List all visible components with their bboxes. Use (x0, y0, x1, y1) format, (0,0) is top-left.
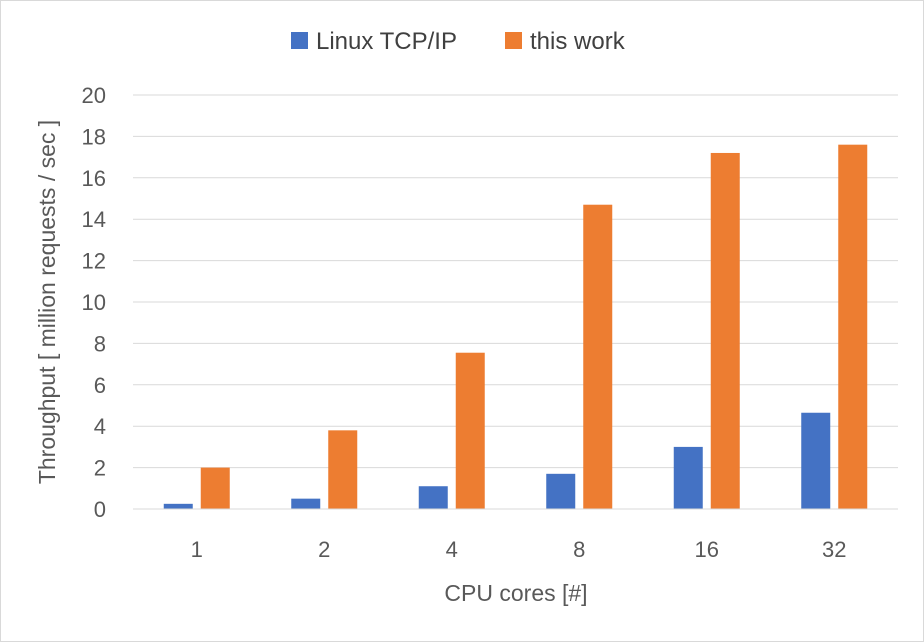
legend-label-this-work: this work (530, 28, 626, 55)
bar-linux-2 (291, 498, 321, 509)
bars (163, 144, 868, 509)
bar-linux-1 (163, 503, 193, 509)
y-tick-label: 12 (82, 249, 106, 274)
legend: Linux TCP/IP this work (291, 28, 626, 55)
y-tick-label: 8 (94, 331, 106, 356)
x-tick-label: 1 (191, 537, 203, 562)
x-tick-label: 2 (318, 537, 330, 562)
bar-linux-4 (418, 486, 448, 509)
y-tick-label: 14 (82, 207, 106, 232)
y-tick-labels: 0 2 4 6 8 10 12 14 16 18 20 (82, 83, 106, 522)
bar-this-work-8 (583, 204, 613, 509)
y-tick-label: 16 (82, 166, 106, 191)
bar-this-work-4 (455, 352, 485, 509)
bar-this-work-1 (200, 467, 230, 509)
y-tick-label: 4 (94, 414, 106, 439)
bar-linux-8 (546, 473, 576, 509)
x-axis-title: CPU cores [#] (444, 580, 587, 606)
bar-this-work-2 (328, 430, 358, 509)
y-axis-title: Throughput [ million requests / sec ] (34, 120, 60, 484)
gridlines (133, 94, 898, 469)
legend-label-linux: Linux TCP/IP (316, 28, 457, 55)
bar-linux-16 (673, 446, 703, 509)
x-tick-labels: 1 2 4 8 16 32 (191, 537, 847, 562)
y-tick-label: 20 (82, 83, 106, 108)
y-tick-label: 18 (82, 124, 106, 149)
y-tick-label: 0 (94, 497, 106, 522)
y-tick-label: 10 (82, 290, 106, 315)
x-tick-label: 16 (695, 537, 719, 562)
y-tick-label: 6 (94, 373, 106, 398)
legend-swatch-linux (291, 32, 308, 49)
x-tick-label: 32 (822, 537, 846, 562)
legend-swatch-this-work (505, 32, 522, 49)
y-tick-label: 2 (94, 456, 106, 481)
x-tick-label: 4 (446, 537, 458, 562)
bar-this-work-16 (710, 152, 740, 509)
x-tick-label: 8 (573, 537, 585, 562)
bar-this-work-32 (838, 144, 868, 509)
bar-linux-32 (801, 412, 831, 509)
